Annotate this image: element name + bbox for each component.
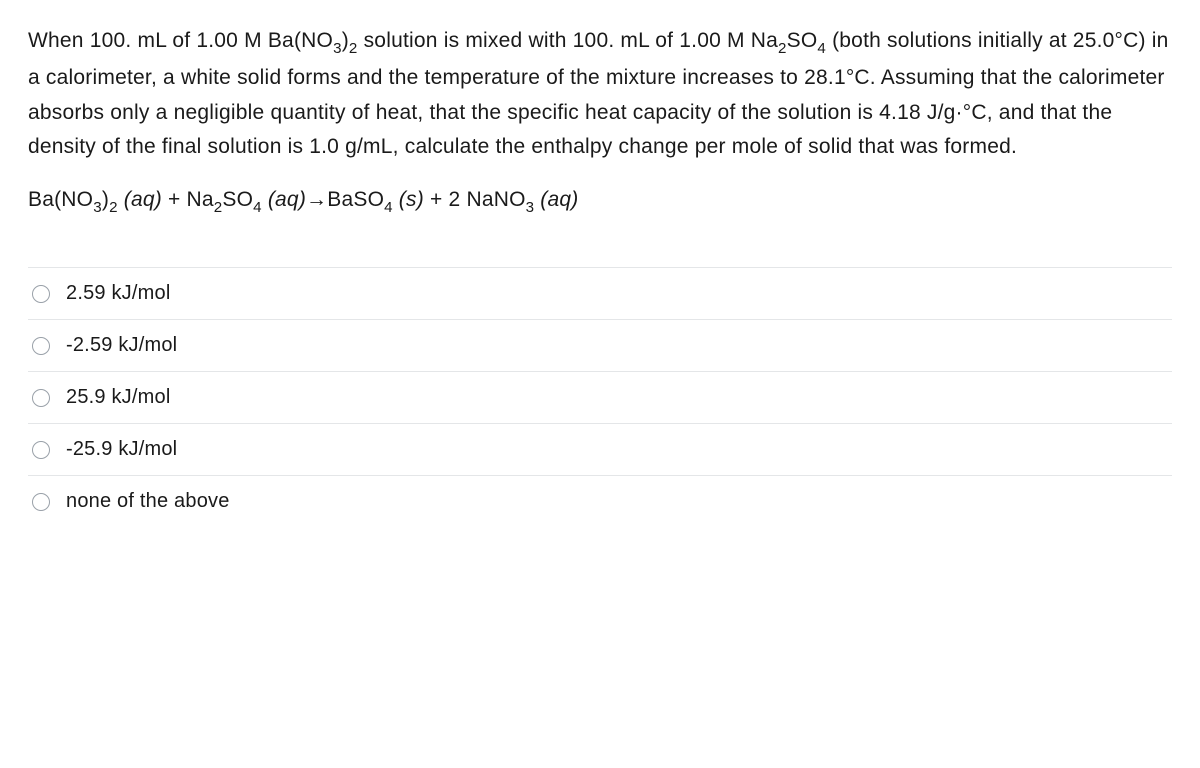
option-row[interactable]: 2.59 kJ/mol <box>28 268 1172 320</box>
subscript: 2 <box>109 199 118 216</box>
product: BaSO <box>327 188 384 211</box>
option-row[interactable]: -25.9 kJ/mol <box>28 424 1172 476</box>
reactant: SO <box>222 188 253 211</box>
radio-icon[interactable] <box>32 441 50 459</box>
radio-icon[interactable] <box>32 493 50 511</box>
option-label: none of the above <box>66 490 230 513</box>
question-fragment: SO <box>787 29 818 52</box>
subscript: 3 <box>93 199 102 216</box>
subscript: 2 <box>349 40 358 57</box>
subscript: 4 <box>253 199 262 216</box>
state-label: (aq) <box>534 188 578 211</box>
plus-sign: + <box>424 188 449 211</box>
subscript: 3 <box>333 40 342 57</box>
option-label: 2.59 kJ/mol <box>66 282 170 305</box>
state-label: (aq) <box>118 188 162 211</box>
subscript: 2 <box>214 199 223 216</box>
radio-icon[interactable] <box>32 337 50 355</box>
question-fragment: When 100. mL of 1.00 M Ba(NO <box>28 29 333 52</box>
subscript: 3 <box>526 199 535 216</box>
reactant: ) <box>102 188 109 211</box>
state-label: (s) <box>393 188 424 211</box>
option-label: -2.59 kJ/mol <box>66 334 177 357</box>
question-fragment: ) <box>342 29 349 52</box>
subscript: 4 <box>384 199 393 216</box>
question-text: When 100. mL of 1.00 M Ba(NO3)2 solution… <box>28 24 1172 165</box>
reaction-arrow: → <box>306 183 327 217</box>
question-fragment: solution is mixed with 100. mL of 1.00 M… <box>358 29 778 52</box>
options-list: 2.59 kJ/mol -2.59 kJ/mol 25.9 kJ/mol -25… <box>28 267 1172 527</box>
subscript: 2 <box>778 40 787 57</box>
chemical-equation: Ba(NO3)2 (aq) + Na2SO4 (aq) → BaSO4 (s) … <box>28 183 1172 219</box>
radio-icon[interactable] <box>32 285 50 303</box>
coefficient: 2 <box>449 188 467 211</box>
option-row[interactable]: 25.9 kJ/mol <box>28 372 1172 424</box>
option-row[interactable]: -2.59 kJ/mol <box>28 320 1172 372</box>
option-label: 25.9 kJ/mol <box>66 386 170 409</box>
subscript: 4 <box>817 40 826 57</box>
state-label: (aq) <box>262 188 306 211</box>
plus-sign: + <box>162 188 187 211</box>
reactant: Ba(NO <box>28 188 93 211</box>
product: NaNO <box>466 188 525 211</box>
radio-icon[interactable] <box>32 389 50 407</box>
option-row[interactable]: none of the above <box>28 476 1172 527</box>
reactant: Na <box>187 188 214 211</box>
option-label: -25.9 kJ/mol <box>66 438 177 461</box>
